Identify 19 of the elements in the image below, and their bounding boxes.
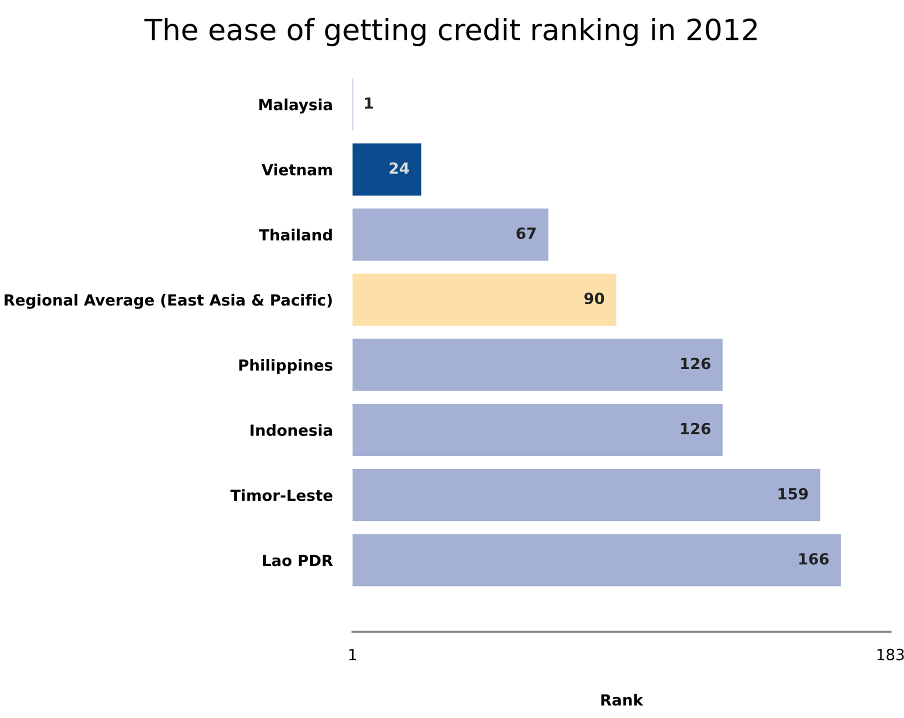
y-tick-label: Thailand <box>258 228 332 241</box>
y-tick-label: Malaysia <box>259 98 332 114</box>
data-label: 126 <box>681 358 710 370</box>
y-tick-label: Regional Average (East Asia & Pacific) <box>4 294 332 309</box>
data-label: 67 <box>516 227 536 240</box>
x-axis-title: Rank <box>601 694 644 706</box>
y-tick-label: Philippines <box>239 359 332 374</box>
y-tick-label: Lao PDR <box>263 554 333 566</box>
x-tick-label: 183 <box>878 648 904 660</box>
data-label: 24 <box>390 162 410 174</box>
y-tick-label: Vietnam <box>262 164 332 176</box>
y-tick-label: Indonesia <box>250 424 332 436</box>
data-label: 126 <box>681 422 710 434</box>
chart-title: The ease of getting credit ranking in 2012 <box>144 18 757 46</box>
data-label: 159 <box>778 488 808 500</box>
data-label: 1 <box>365 97 373 109</box>
data-label: 90 <box>584 292 604 304</box>
y-tick-label: Timor-Leste <box>230 489 332 502</box>
data-label: 166 <box>799 553 829 565</box>
